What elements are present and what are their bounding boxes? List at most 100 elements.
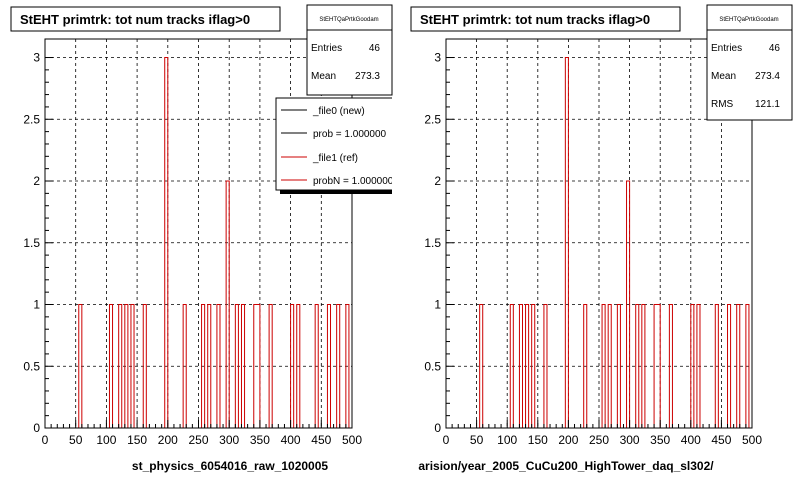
histogram-bin-right (602, 305, 605, 428)
x-tick-label: 350 (650, 433, 670, 447)
histogram-bin-left (131, 305, 134, 428)
histogram-bin-right (746, 305, 749, 428)
stats-entries-label-right: Entries (711, 43, 742, 54)
stats-entries-label-left: Entries (311, 43, 342, 54)
x-tick-label: 100 (497, 433, 517, 447)
histogram-bin-left (269, 305, 272, 428)
histogram-bin-right (737, 305, 740, 428)
histogram-bin-left (226, 181, 229, 428)
histogram-bin-left (125, 305, 128, 428)
histogram-bin-right (544, 305, 547, 428)
y-axis-left: 0 0.5 1 1.5 2 2.5 3 (23, 51, 53, 435)
x-tick-label: 450 (311, 433, 331, 447)
y-axis-right: 0 0.5 1 1.5 2 2.5 3 (424, 51, 454, 435)
histogram-bin-right (654, 305, 657, 428)
histogram-bin-right (715, 305, 718, 428)
y-tick-label: 0.5 (23, 359, 40, 373)
title-box-right: StEHT primtrk: tot num tracks iflag>0 (410, 6, 681, 32)
y-tick-label: 3 (434, 51, 441, 65)
histogram-bin-right (510, 305, 513, 428)
histogram-bin-left (165, 58, 168, 428)
stats-rms-value-right: 121.1 (755, 99, 780, 110)
histogram-bin-right (657, 305, 660, 428)
x-tick-label: 300 (620, 433, 640, 447)
chart-title-right: StEHT primtrk: tot num tracks iflag>0 (420, 12, 650, 27)
x-tick-label: 350 (250, 433, 270, 447)
y-tick-label: 0 (434, 421, 441, 435)
x-tick-label: 500 (742, 433, 762, 447)
chart-title-left: StEHT primtrk: tot num tracks iflag>0 (20, 12, 250, 27)
stats-mean-label-right: Mean (711, 71, 736, 82)
histogram-bin-left (109, 305, 112, 428)
histogram-bin-right (584, 305, 587, 428)
stats-mean-value-left: 273.3 (355, 71, 380, 82)
histogram-bin-left (315, 305, 318, 428)
x-tick-label: 100 (96, 433, 116, 447)
plot-area-left: 0 50 100 150 200 250 300 350 400 450 500 0 0.5 1 1.5 2 2… (23, 38, 362, 447)
stats-entries-value-left: 46 (369, 43, 381, 54)
stats-label-left: StEHTQaPrtkGoodam (319, 17, 378, 23)
histogram-pad-right: StEHT primtrk: tot num tracks iflag>0 ar… (410, 6, 762, 473)
legend-entry-0: _file0 (new) (312, 106, 365, 117)
histogram-bin-right (642, 305, 645, 428)
x-tick-label: 150 (528, 433, 548, 447)
y-tick-label: 1.5 (23, 236, 40, 250)
stats-mean-label-left: Mean (311, 71, 336, 82)
y-tick-label: 2.5 (23, 112, 40, 126)
x-tick-label: 400 (681, 433, 701, 447)
histogram-bin-left (337, 305, 340, 428)
histogram-bin-right (691, 305, 694, 428)
y-tick-label: 1 (33, 298, 40, 312)
histogram-bin-left (291, 305, 294, 428)
histogram-bin-right (608, 305, 611, 428)
histogram-bin-right (669, 305, 672, 428)
histogram-bin-left (183, 305, 186, 428)
y-tick-label: 0.5 (424, 359, 441, 373)
histogram-bin-left (208, 305, 211, 428)
histogram-bin-right (617, 305, 620, 428)
x-tick-label: 300 (219, 433, 239, 447)
histogram-bin-right (532, 305, 535, 428)
x-tick-label: 0 (443, 433, 450, 447)
histogram-bin-right (526, 305, 529, 428)
histogram-bin-right (728, 305, 731, 428)
x-axis-left: 0 50 100 150 200 250 300 350 400 450 500 (42, 420, 362, 447)
histogram-bin-right (480, 305, 483, 428)
histogram-bin-left (235, 305, 238, 428)
y-tick-label: 0 (33, 421, 40, 435)
x-tick-label: 250 (589, 433, 609, 447)
histogram-bin-left (297, 305, 300, 428)
histogram-bin-left (79, 305, 82, 428)
x-axis-right: 0 50 100 150 200 250 300 350 400 450 500 (443, 420, 762, 447)
histogram-pad-left: StEHT primtrk: tot num tracks iflag>0 st… (10, 6, 362, 473)
histogram-bin-left (241, 305, 244, 428)
x-tick-label: 50 (470, 433, 484, 447)
legend-entry-2: _file1 (ref) (312, 153, 358, 164)
histogram-bin-left (346, 305, 349, 428)
x-tick-label: 400 (281, 433, 301, 447)
histogram-bin-left (217, 305, 220, 428)
histogram-bin-right (697, 305, 700, 428)
y-tick-label: 2.5 (424, 112, 441, 126)
histogram-bin-left (143, 305, 146, 428)
y-tick-label: 2 (33, 174, 40, 188)
histogram-bin-right (627, 181, 630, 428)
histogram-bin-right (565, 58, 568, 428)
legend-entry-3: probN = 1.000000 (313, 176, 394, 187)
histogram-bin-left (327, 305, 330, 428)
y-tick-label: 3 (33, 51, 40, 65)
legend-left: _file0 (new) prob = 1.000000 _file1 (ref… (275, 97, 394, 194)
x-tick-label: 50 (69, 433, 83, 447)
stats-box-right: StEHTQaPrtkGoodam Entries 46 Mean 273.4 … (706, 4, 793, 121)
y-tick-label: 1 (434, 298, 441, 312)
stats-label-right: StEHTQaPrtkGoodam (719, 17, 778, 23)
histogram-bin-left (257, 305, 260, 428)
legend-entry-1: prob = 1.000000 (313, 129, 387, 140)
histogram-bin-left (254, 305, 257, 428)
stats-box-left: StEHTQaPrtkGoodam Entries 46 Mean 273.3 (306, 4, 393, 96)
x-axis-label-left: st_physics_6054016_raw_1020005 (132, 459, 328, 473)
histogram-bin-right (636, 305, 639, 428)
y-tick-label: 2 (434, 174, 441, 188)
histogram-bin-left (202, 305, 205, 428)
